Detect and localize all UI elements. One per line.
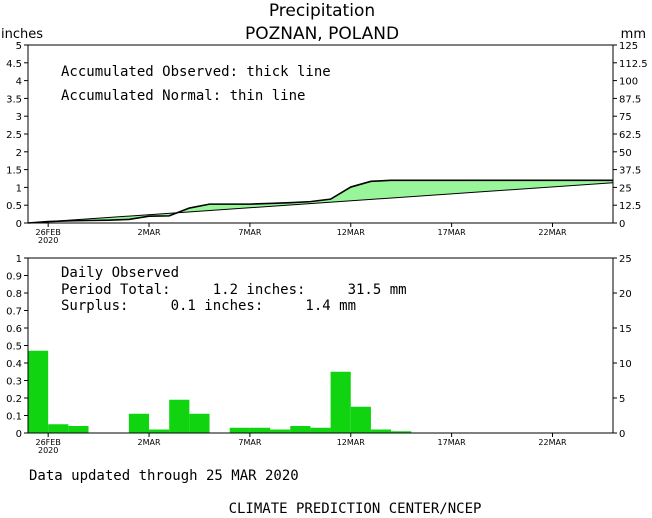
daily-bar xyxy=(229,427,250,433)
bottom-x-tick-label: 2MAR xyxy=(138,438,161,447)
top-right-tick-label: 25 xyxy=(619,183,632,194)
daily-bar xyxy=(169,399,190,433)
footer-credit: CLIMATE PREDICTION CENTER/NCEP xyxy=(229,501,482,517)
top-left-tick-label: 2.5 xyxy=(6,130,22,141)
bottom-left-tick-label: 0.5 xyxy=(6,342,22,353)
daily-bar xyxy=(270,429,291,433)
top-left-tick-label: 3 xyxy=(16,112,22,123)
accumulated-observed-line xyxy=(27,179,613,224)
top-right-tick-label: 112.5 xyxy=(619,59,648,70)
daily-bar xyxy=(189,413,210,433)
bottom-x-tick-label: 7MAR xyxy=(238,438,261,447)
top-right-tick-label: 62.5 xyxy=(619,130,641,141)
accumulated-normal-line xyxy=(27,182,614,224)
bottom-right-tick-label: 20 xyxy=(619,289,632,300)
top-left-tick-label: 3.5 xyxy=(6,94,22,105)
top-right-tick-label: 125 xyxy=(619,41,638,52)
top-left-tick-label: 5 xyxy=(16,41,22,52)
bottom-left-tick-label: 0.7 xyxy=(6,307,22,318)
bottom-right-tick-label: 0 xyxy=(619,429,625,440)
top-x-tick-label: 2MAR xyxy=(138,228,161,237)
daily-bar xyxy=(28,350,49,433)
bottom-left-tick-label: 0.1 xyxy=(6,412,22,423)
daily-bar xyxy=(350,406,371,433)
chart-title: Precipitation xyxy=(269,1,375,21)
bottom-left-tick-label: 0.9 xyxy=(6,272,22,283)
chart-subtitle: POZNAN, POLAND xyxy=(245,24,399,44)
top-left-tick-label: 1 xyxy=(16,183,22,194)
daily-bar xyxy=(391,431,412,433)
top-left-tick-label: 2 xyxy=(16,148,22,159)
top-left-tick-label: 0.5 xyxy=(6,201,22,212)
daily-panel: 00.10.20.30.40.50.60.70.80.9105101520252… xyxy=(6,254,632,455)
bottom-x-tick-label: 17MAR xyxy=(438,438,467,447)
daily-annotation-surplus: Surplus: 0.1 inches: 1.4 mm xyxy=(61,298,356,314)
top-x-tick-label: 12MAR xyxy=(337,228,366,237)
bottom-x-tick-sublabel: 2020 xyxy=(38,446,58,455)
top-right-unit: mm xyxy=(621,27,646,42)
daily-bar xyxy=(149,429,170,433)
top-x-tick-label: 7MAR xyxy=(238,228,261,237)
top-right-tick-label: 37.5 xyxy=(619,166,641,177)
daily-annotation-title: Daily Observed xyxy=(61,265,179,281)
top-left-tick-label: 1.5 xyxy=(6,166,22,177)
bottom-right-tick-label: 15 xyxy=(619,324,632,335)
top-right-tick-label: 75 xyxy=(619,112,632,123)
top-x-tick-label: 26FEB xyxy=(36,228,61,237)
bottom-left-tick-label: 1 xyxy=(16,254,22,265)
bottom-left-tick-label: 0.8 xyxy=(6,289,22,300)
daily-bar xyxy=(48,424,69,433)
footer-updated: Data updated through 25 MAR 2020 xyxy=(29,468,299,484)
top-x-tick-sublabel: 2020 xyxy=(38,236,58,245)
daily-bar xyxy=(290,426,311,433)
daily-bar xyxy=(310,427,331,433)
bottom-x-tick-label: 22MAR xyxy=(538,438,567,447)
daily-bar xyxy=(249,427,271,433)
bottom-right-tick-label: 10 xyxy=(619,359,632,370)
bottom-left-tick-label: 0 xyxy=(16,429,22,440)
top-right-tick-label: 100 xyxy=(619,77,638,88)
bottom-x-tick-label: 12MAR xyxy=(337,438,366,447)
bottom-left-tick-label: 0.3 xyxy=(6,377,22,388)
top-annotation-normal: Accumulated Normal: thin line xyxy=(61,88,305,104)
daily-bar xyxy=(330,371,351,433)
daily-bar xyxy=(370,429,392,433)
accumulated-difference-fill xyxy=(28,180,613,223)
bottom-left-tick-label: 0.4 xyxy=(6,359,22,370)
accumulated-panel: 00.511.522.533.544.55012.52537.55062.575… xyxy=(6,41,648,245)
top-x-tick-label: 17MAR xyxy=(438,228,467,237)
top-right-tick-label: 0 xyxy=(619,219,625,230)
bottom-left-tick-label: 0.2 xyxy=(6,394,22,405)
daily-bar xyxy=(128,413,150,433)
daily-annotation-total: Period Total: 1.2 inches: 31.5 mm xyxy=(61,282,407,298)
top-annotation-observed: Accumulated Observed: thick line xyxy=(61,64,331,80)
bottom-right-tick-label: 5 xyxy=(619,394,625,405)
top-left-tick-label: 4.5 xyxy=(6,59,22,70)
top-right-tick-label: 12.5 xyxy=(619,201,641,212)
top-left-tick-label: 4 xyxy=(16,77,22,88)
bottom-x-tick-label: 26FEB xyxy=(36,438,61,447)
bottom-right-tick-label: 25 xyxy=(619,254,632,265)
top-left-tick-label: 0 xyxy=(16,219,22,230)
top-right-tick-label: 50 xyxy=(619,148,632,159)
top-x-tick-label: 22MAR xyxy=(538,228,567,237)
top-right-tick-label: 87.5 xyxy=(619,94,641,105)
daily-bar xyxy=(68,426,89,433)
bottom-left-tick-label: 0.6 xyxy=(6,324,22,335)
top-left-unit: inches xyxy=(1,27,43,42)
